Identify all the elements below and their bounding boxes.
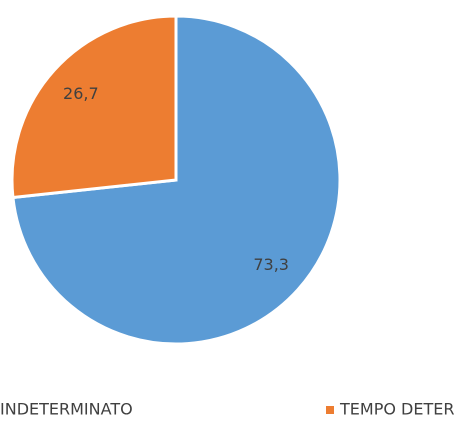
legend-label: TEMPO DETERMINATO [339, 400, 455, 419]
legend-label: INDETERMINATO [0, 400, 133, 419]
data-label: 26,7 [63, 84, 99, 103]
pie-slice [10, 14, 178, 200]
data-label: 73,3 [253, 255, 289, 274]
legend-marker [326, 406, 334, 414]
